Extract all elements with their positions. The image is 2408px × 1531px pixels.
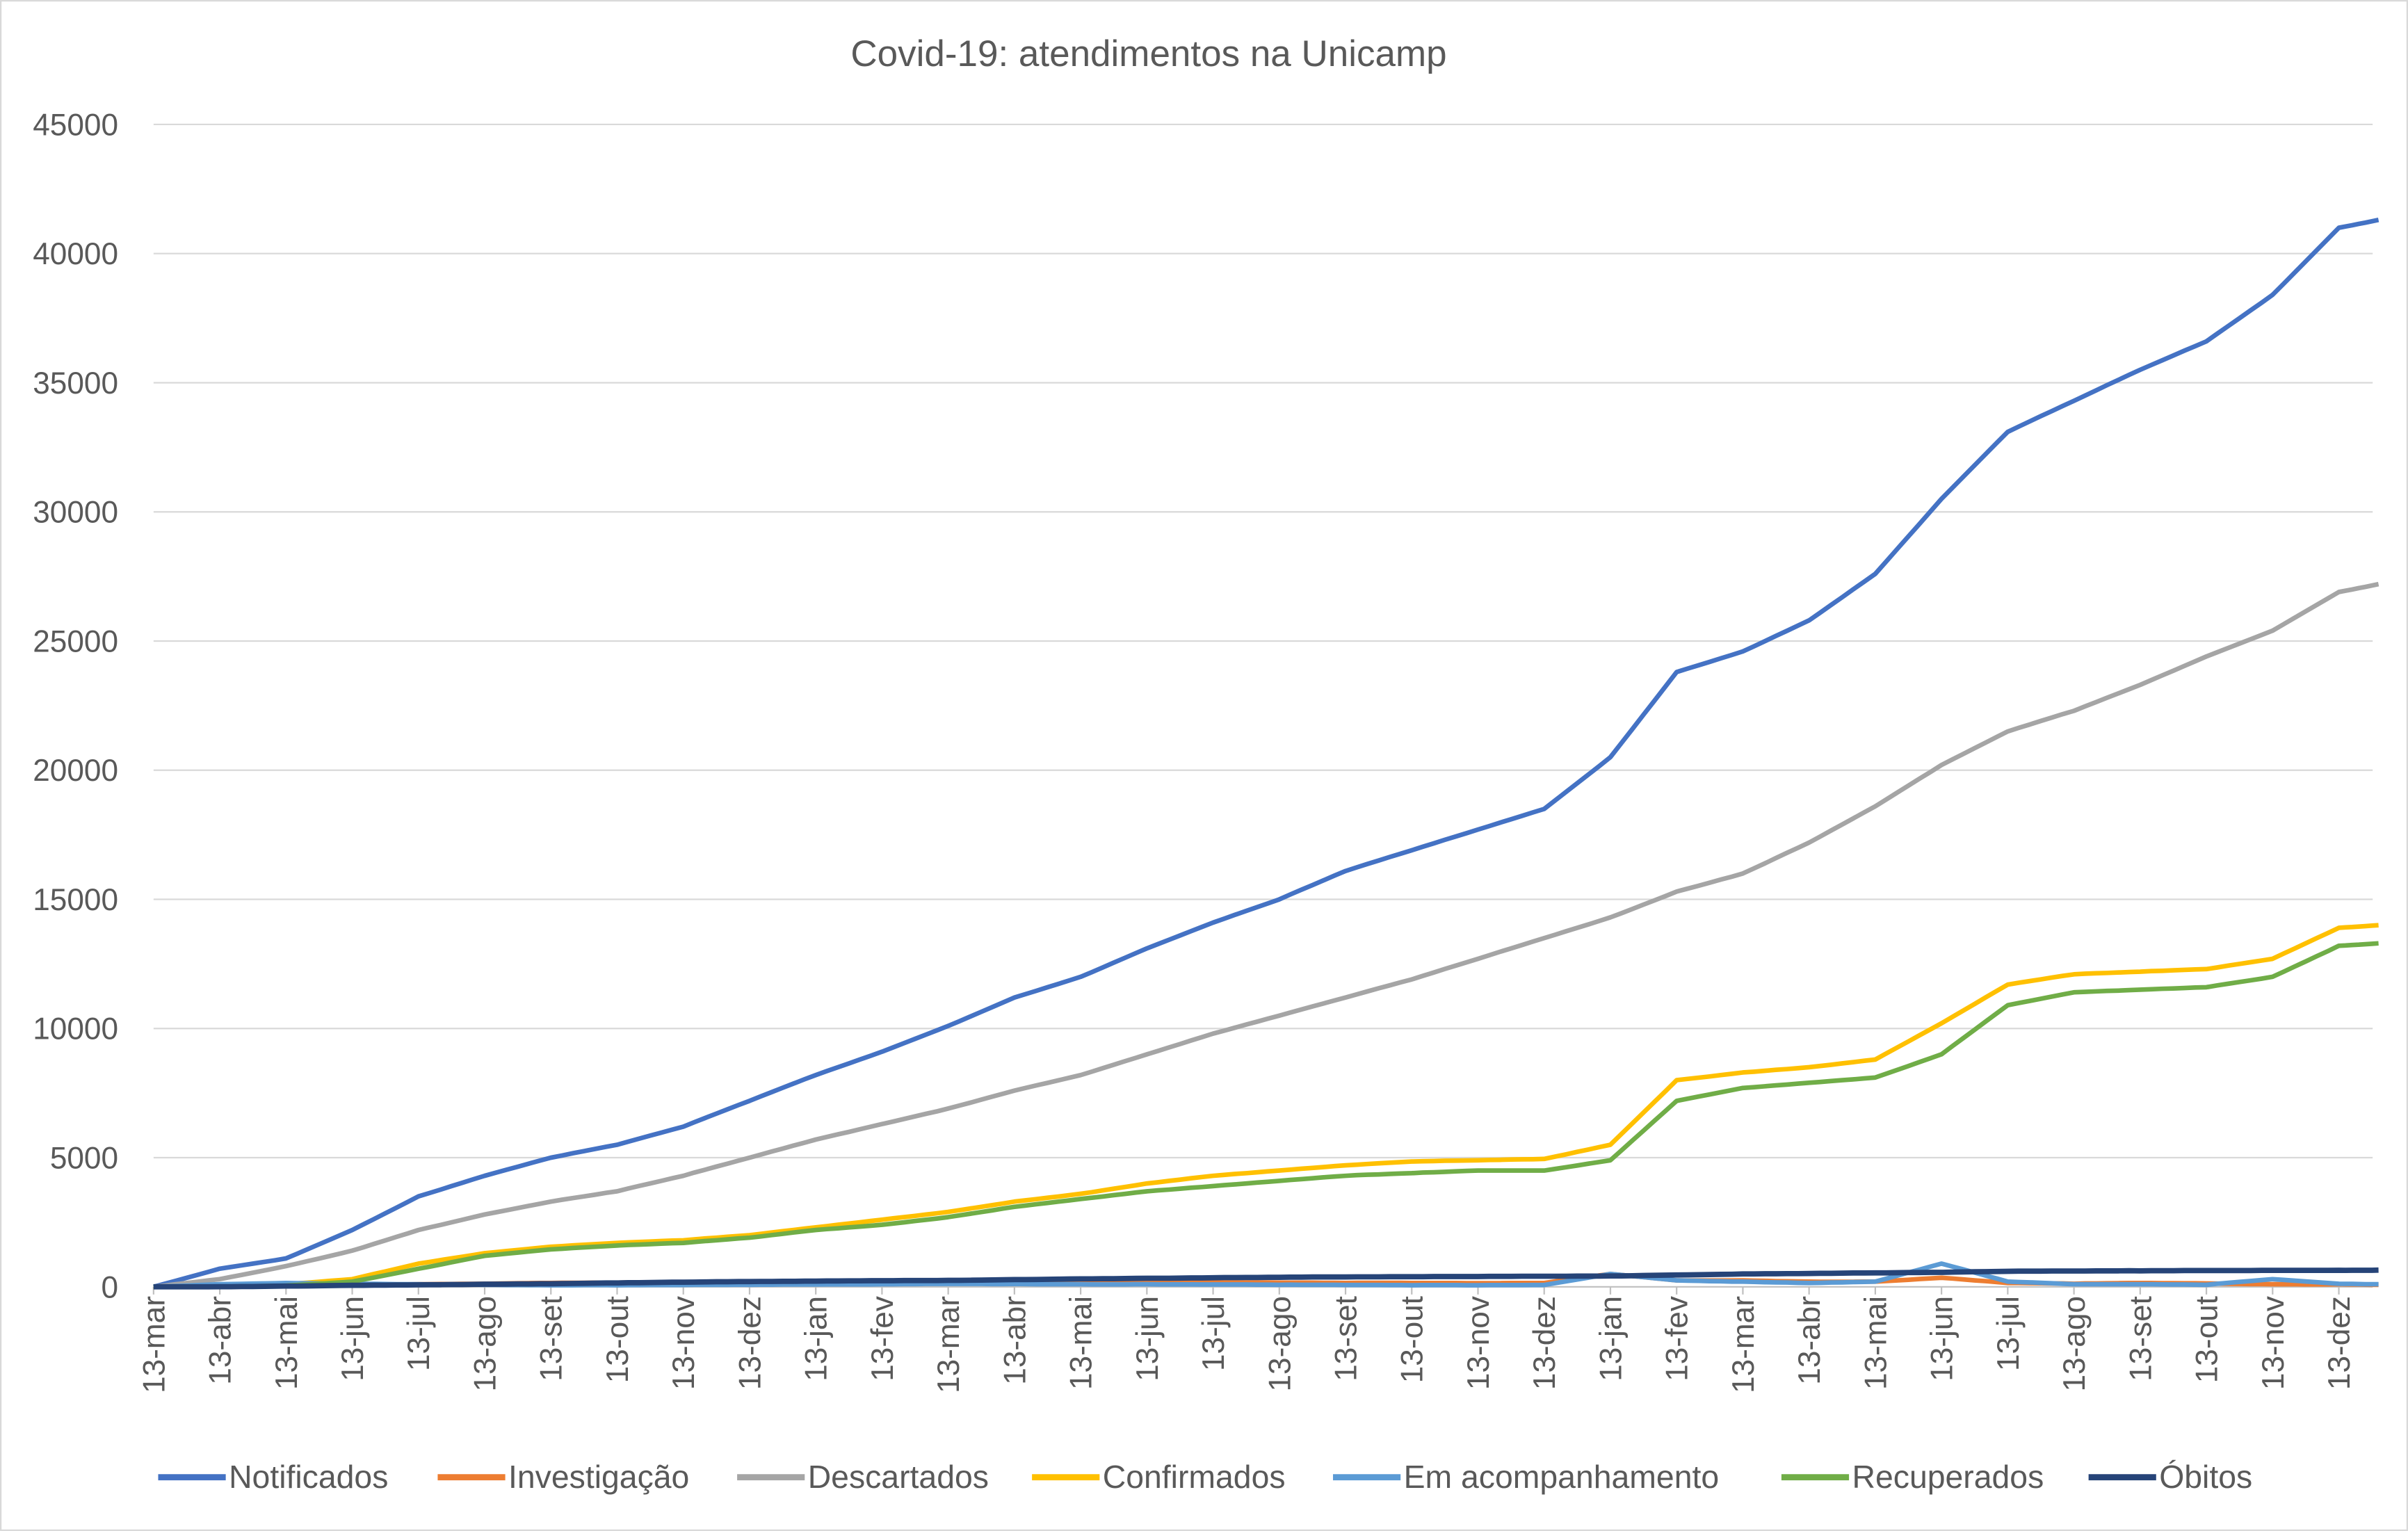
legend-label: Recuperados xyxy=(1852,1459,2044,1495)
legend-item: Em acompanhamento xyxy=(1333,1459,1719,1495)
x-axis-ticks: 13-mar 13-abr 13-mai 13-jun 13-jul 13-ago 13-s… xyxy=(137,1286,2357,1393)
x-tick-label: 13-mai xyxy=(270,1296,304,1390)
x-tick-label: 13-mar xyxy=(137,1296,171,1393)
x-tick-label: 13-dez xyxy=(2322,1296,2357,1390)
y-tick-label: 30000 xyxy=(33,496,118,530)
y-tick-label: 15000 xyxy=(33,883,118,917)
legend-item: Confirmados xyxy=(1032,1459,1286,1495)
x-tick-label: 13-mai xyxy=(1859,1296,1893,1390)
legend-label: Em acompanhamento xyxy=(1404,1459,1720,1495)
x-tick-label: 13-mar xyxy=(1727,1296,1761,1393)
x-tick-label: 13-abr xyxy=(204,1296,238,1385)
y-tick-label: 5000 xyxy=(50,1141,118,1175)
x-tick-label: 13-abr xyxy=(998,1296,1032,1385)
series-lines xyxy=(152,218,2379,1290)
x-tick-label: 13-out xyxy=(601,1296,635,1383)
x-tick-label: 13-set xyxy=(1329,1296,1363,1382)
x-tick-label: 13-jun xyxy=(336,1296,370,1382)
x-tick-label: 13-out xyxy=(1396,1296,1430,1383)
y-tick-label: 45000 xyxy=(33,108,118,142)
x-tick-label: 13-fev xyxy=(1660,1296,1695,1382)
x-tick-label: 13-nov xyxy=(2256,1296,2290,1390)
x-tick-label: 13-dez xyxy=(1528,1296,1562,1390)
y-tick-label: 0 xyxy=(101,1270,118,1304)
y-tick-label: 35000 xyxy=(33,366,118,400)
y-tick-label: 25000 xyxy=(33,624,118,658)
legend-item: Investigação xyxy=(437,1459,689,1495)
series-line-óbitos xyxy=(153,1267,2379,1290)
legend-label: Óbitos xyxy=(2159,1459,2252,1495)
x-tick-label: 13-jun xyxy=(1131,1296,1165,1382)
series-line-notificados xyxy=(152,218,2379,1289)
x-tick-label: 13-dez xyxy=(733,1296,767,1390)
legend-item: Recuperados xyxy=(1781,1459,2044,1495)
x-tick-label: 13-set xyxy=(2124,1296,2158,1382)
x-tick-label: 13-set xyxy=(535,1296,569,1382)
legend: Notificados Investigação Descartados Confir… xyxy=(158,1459,2252,1495)
y-tick-label: 40000 xyxy=(33,237,118,271)
x-tick-label: 13-mar xyxy=(932,1296,966,1393)
legend-item: Descartados xyxy=(737,1459,989,1495)
legend-label: Investigação xyxy=(508,1459,689,1495)
x-tick-label: 13-ago xyxy=(1263,1296,1297,1392)
series-line-confirmados xyxy=(153,923,2379,1290)
x-tick-label: 13-abr xyxy=(1793,1296,1827,1385)
legend-label: Confirmados xyxy=(1103,1459,1286,1495)
y-tick-label: 10000 xyxy=(33,1012,118,1046)
y-tick-label: 20000 xyxy=(33,754,118,788)
x-tick-label: 13-jan xyxy=(800,1296,834,1382)
legend-label: Descartados xyxy=(808,1459,989,1495)
x-tick-label: 13-jul xyxy=(1197,1296,1231,1371)
x-tick-label: 13-nov xyxy=(1462,1296,1496,1390)
series-line-descartados xyxy=(153,581,2379,1290)
x-tick-label: 13-out xyxy=(2190,1296,2224,1383)
x-tick-label: 13-jan xyxy=(1594,1296,1628,1382)
legend-label: Notificados xyxy=(229,1459,388,1495)
x-tick-label: 13-jul xyxy=(402,1296,436,1371)
legend-item: Notificados xyxy=(158,1459,388,1495)
y-axis-ticks: 0 5000 10000 15000 20000 25000 30000 35000 40000… xyxy=(33,108,118,1304)
series-line-recuperados xyxy=(153,941,2379,1290)
x-tick-label: 13-jul xyxy=(1991,1296,2026,1371)
x-tick-label: 13-nov xyxy=(667,1296,701,1390)
x-tick-label: 13-fev xyxy=(866,1296,900,1382)
chart-title: Covid-19: atendimentos na Unicamp xyxy=(850,33,1446,74)
legend-item: Óbitos xyxy=(2088,1459,2252,1495)
x-tick-label: 13-ago xyxy=(468,1296,502,1392)
x-tick-label: 13-mai xyxy=(1065,1296,1099,1390)
x-tick-label: 13-jun xyxy=(1925,1296,1959,1382)
x-tick-label: 13-ago xyxy=(2058,1296,2092,1392)
